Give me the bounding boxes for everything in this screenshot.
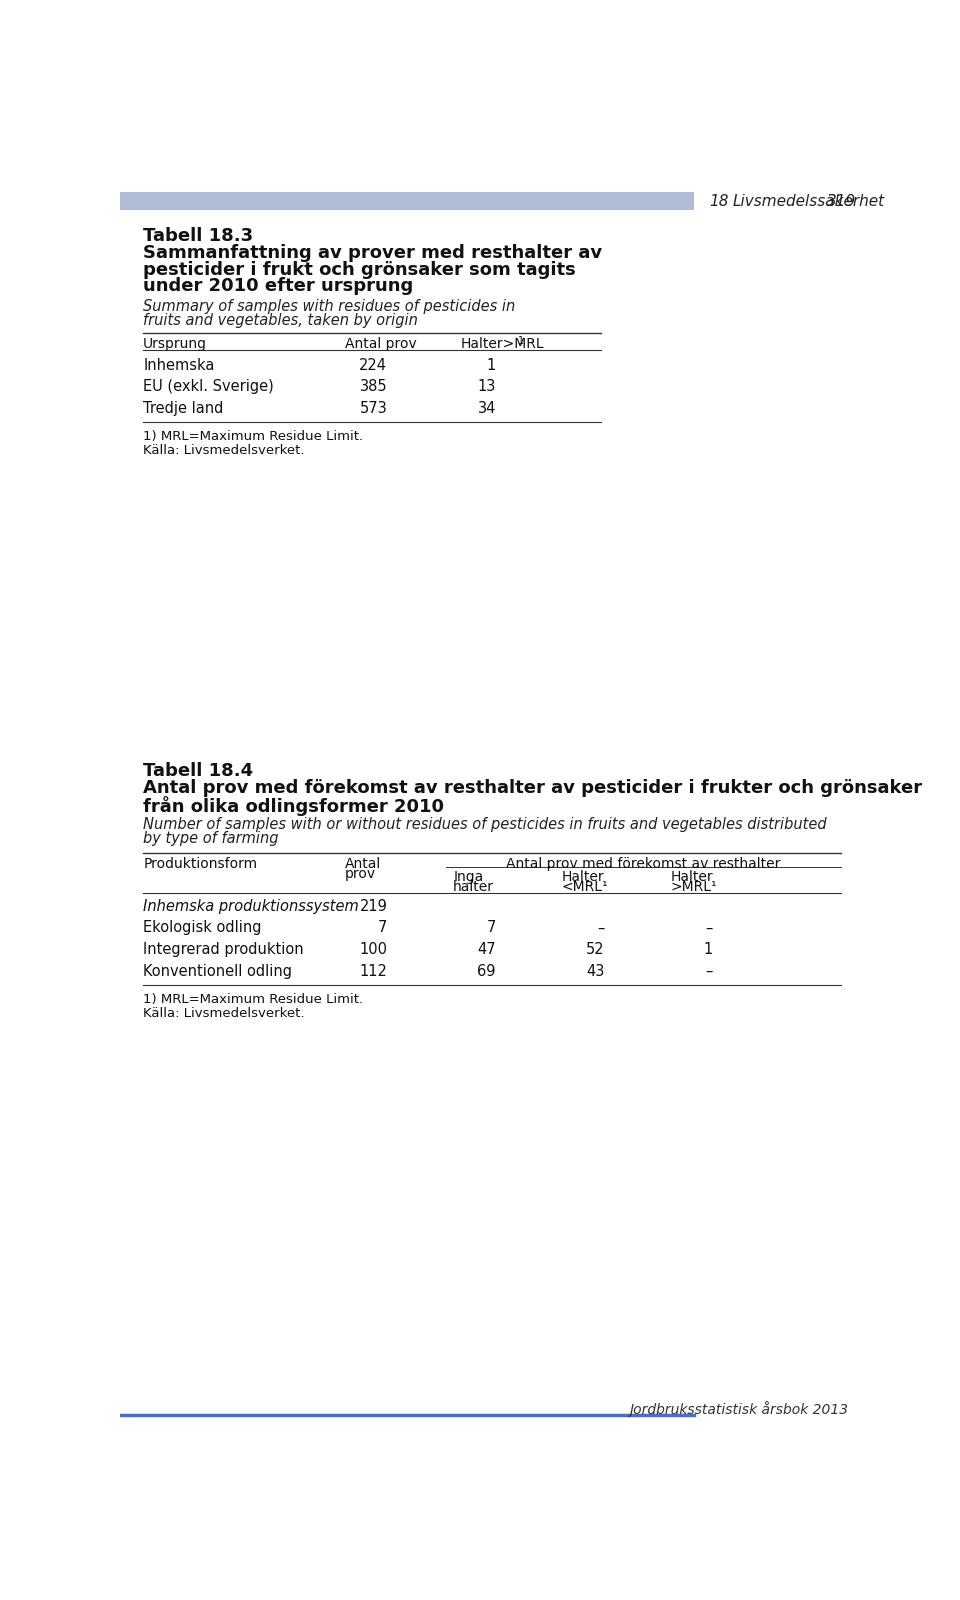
Text: 224: 224 xyxy=(359,357,388,373)
Text: EU (exkl. Sverige): EU (exkl. Sverige) xyxy=(143,379,274,394)
Text: Jordbruksstatistisk årsbok 2013: Jordbruksstatistisk årsbok 2013 xyxy=(630,1400,849,1416)
Text: 319: 319 xyxy=(827,194,856,208)
Text: halter: halter xyxy=(453,880,494,894)
Text: Ursprung: Ursprung xyxy=(143,336,207,350)
Text: Källa: Livsmedelsverket.: Källa: Livsmedelsverket. xyxy=(143,443,304,456)
Text: Inhemska produktionssystem: Inhemska produktionssystem xyxy=(143,899,359,914)
Text: –: – xyxy=(597,920,605,936)
Text: pesticider i frukt och grönsaker som tagits: pesticider i frukt och grönsaker som tag… xyxy=(143,261,576,278)
Text: Halter: Halter xyxy=(562,870,605,883)
Text: –: – xyxy=(706,963,713,979)
Text: Summary of samples with residues of pesticides in: Summary of samples with residues of pest… xyxy=(143,299,516,314)
Text: Halter: Halter xyxy=(670,870,713,883)
Text: Antal: Antal xyxy=(345,856,381,870)
Text: under 2010 efter ursprung: under 2010 efter ursprung xyxy=(143,277,414,296)
Text: Livsmedelssäkerhet: Livsmedelssäkerhet xyxy=(732,194,884,208)
Text: Antal prov med förekomst av resthalter av pesticider i frukter och grönsaker: Antal prov med förekomst av resthalter a… xyxy=(143,779,923,797)
Text: Antal prov: Antal prov xyxy=(345,336,417,350)
Text: 13: 13 xyxy=(477,379,496,394)
Text: 34: 34 xyxy=(477,400,496,416)
Bar xyxy=(120,192,693,211)
Text: 112: 112 xyxy=(359,963,388,979)
Text: Sammanfattning av prover med resthalter av: Sammanfattning av prover med resthalter … xyxy=(143,243,602,261)
Text: Produktionsform: Produktionsform xyxy=(143,856,257,870)
Text: fruits and vegetables, taken by origin: fruits and vegetables, taken by origin xyxy=(143,314,419,328)
Text: 1) MRL=Maximum Residue Limit.: 1) MRL=Maximum Residue Limit. xyxy=(143,430,364,443)
Text: 7: 7 xyxy=(487,920,496,936)
Text: 100: 100 xyxy=(359,942,388,957)
Text: 43: 43 xyxy=(586,963,605,979)
Text: 18: 18 xyxy=(709,194,729,208)
Text: >MRL¹: >MRL¹ xyxy=(670,880,717,894)
Text: Antal prov med förekomst av resthalter: Antal prov med förekomst av resthalter xyxy=(506,856,780,870)
Text: Källa: Livsmedelsverket.: Källa: Livsmedelsverket. xyxy=(143,1006,304,1019)
Text: 7: 7 xyxy=(378,920,388,936)
Text: –: – xyxy=(706,920,713,936)
Text: 1) MRL=Maximum Residue Limit.: 1) MRL=Maximum Residue Limit. xyxy=(143,992,364,1006)
Text: 385: 385 xyxy=(360,379,388,394)
Text: Tabell 18.4: Tabell 18.4 xyxy=(143,762,253,779)
Text: 52: 52 xyxy=(586,942,605,957)
Text: Inga: Inga xyxy=(453,870,484,883)
Text: 1: 1 xyxy=(704,942,713,957)
Text: 47: 47 xyxy=(477,942,496,957)
Text: Inhemska: Inhemska xyxy=(143,357,215,373)
Text: <MRL¹: <MRL¹ xyxy=(562,880,609,894)
Text: Ekologisk odling: Ekologisk odling xyxy=(143,920,262,936)
Text: Tredje land: Tredje land xyxy=(143,400,224,416)
Text: 1: 1 xyxy=(487,357,496,373)
Text: Konventionell odling: Konventionell odling xyxy=(143,963,292,979)
Text: Halter>MRL: Halter>MRL xyxy=(461,336,544,350)
Text: by type of farming: by type of farming xyxy=(143,830,278,846)
Text: från olika odlingsformer 2010: från olika odlingsformer 2010 xyxy=(143,795,444,816)
Text: Number of samples with or without residues of pesticides in fruits and vegetable: Number of samples with or without residu… xyxy=(143,818,827,832)
Text: prov: prov xyxy=(345,867,376,882)
Text: Tabell 18.3: Tabell 18.3 xyxy=(143,227,253,245)
Text: 69: 69 xyxy=(477,963,496,979)
Text: 219: 219 xyxy=(359,899,388,914)
Text: 573: 573 xyxy=(360,400,388,416)
Text: 1: 1 xyxy=(518,336,524,346)
Text: Integrerad produktion: Integrerad produktion xyxy=(143,942,304,957)
